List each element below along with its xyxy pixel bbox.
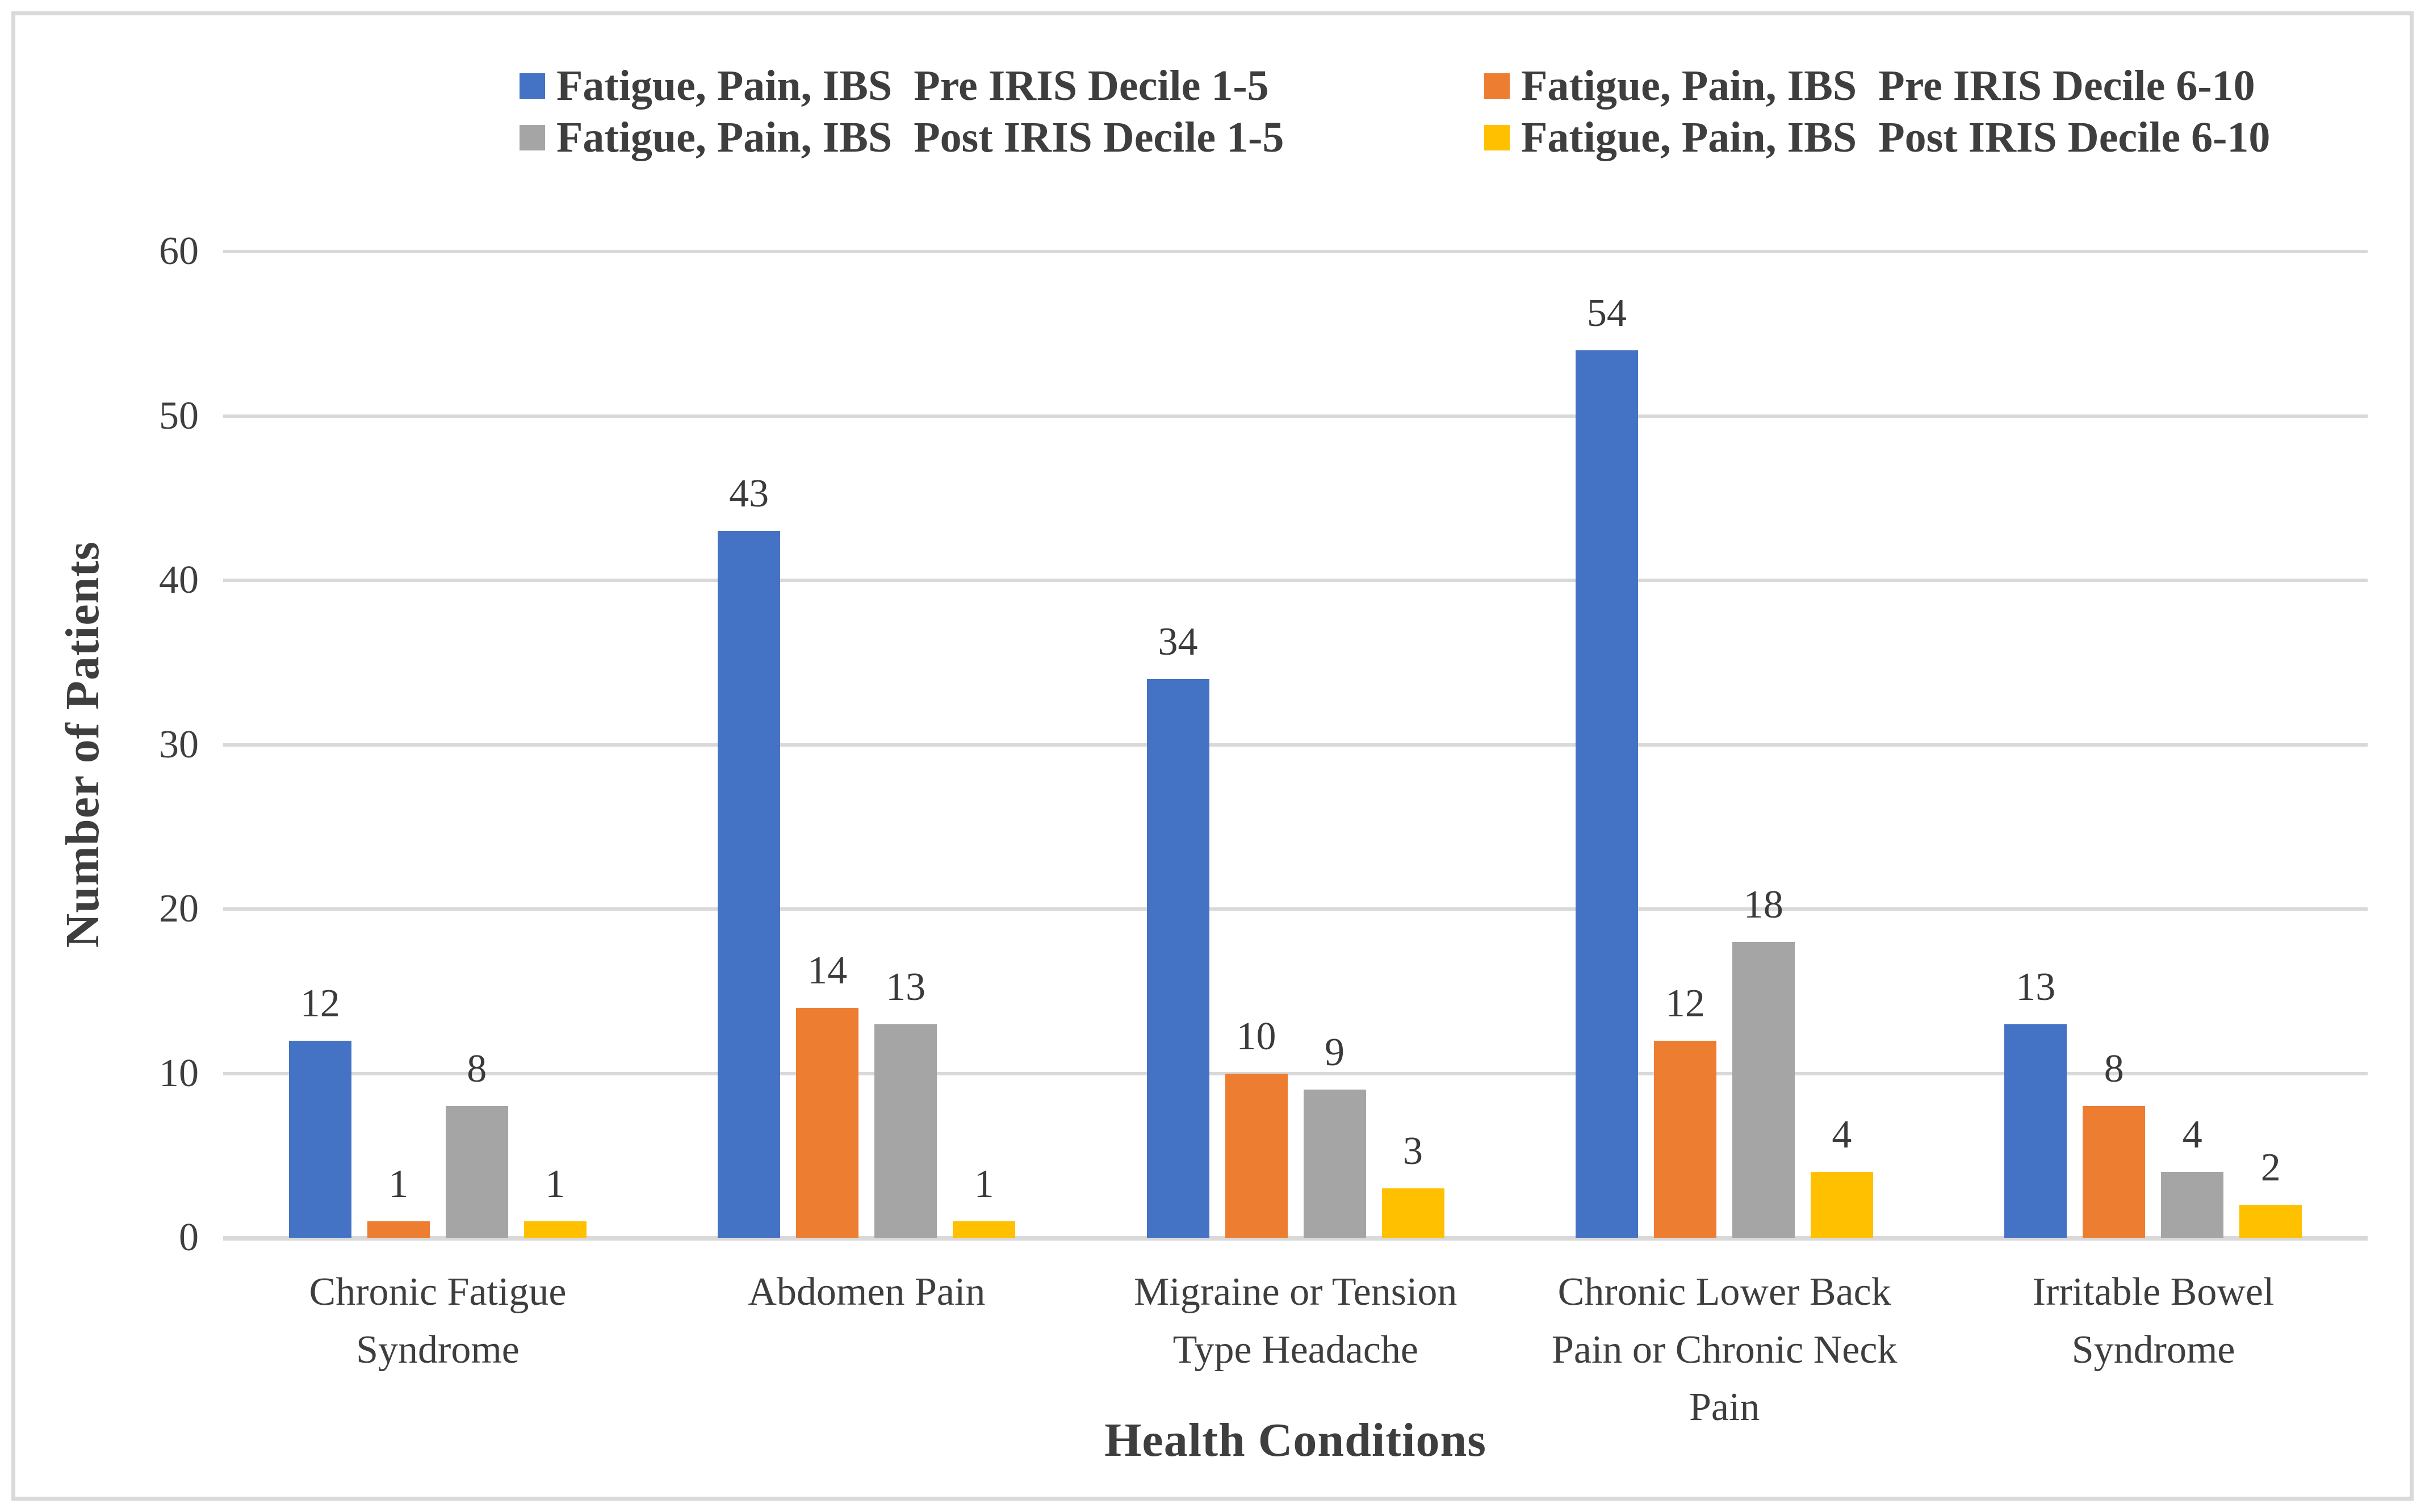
bar-value-label: 18 bbox=[1743, 882, 1783, 927]
gridline-y30 bbox=[223, 743, 2368, 747]
y-tick-label: 0 bbox=[179, 1216, 199, 1259]
bar-value-label: 13 bbox=[886, 965, 926, 1009]
bar-series4-cat2 bbox=[953, 1221, 1016, 1238]
gridline-y20 bbox=[223, 907, 2368, 911]
bar-value-label: 8 bbox=[2104, 1047, 2124, 1091]
legend-label: Fatigue, Pain, IBS Pre IRIS Decile 6-10 bbox=[1521, 62, 2255, 110]
bar-value-label: 8 bbox=[467, 1047, 487, 1091]
y-tick-label: 20 bbox=[159, 887, 199, 931]
bar-value-label: 13 bbox=[2016, 965, 2056, 1009]
y-tick-label: 30 bbox=[159, 722, 199, 767]
legend-swatch-icon bbox=[520, 124, 545, 150]
legend-label: Fatigue, Pain, IBS Pre IRIS Decile 1-5 bbox=[556, 62, 1269, 110]
bar-value-label: 12 bbox=[1665, 981, 1705, 1025]
bar-value-label: 14 bbox=[807, 948, 848, 992]
bar-series2-cat2 bbox=[796, 1007, 859, 1238]
x-category-label: Chronic Fatigue Syndrome bbox=[309, 1270, 567, 1372]
x-category-label: Irritable Bowel Syndrome bbox=[2032, 1270, 2275, 1372]
y-tick-label: 50 bbox=[159, 393, 199, 438]
bar-series4-cat1 bbox=[523, 1221, 587, 1238]
legend-label: Fatigue, Pain, IBS Post IRIS Decile 6-10 bbox=[1521, 114, 2271, 161]
gridline-y0 bbox=[223, 1236, 2368, 1241]
legend-swatch-icon bbox=[1484, 124, 1510, 150]
bar-value-label: 2 bbox=[2260, 1146, 2281, 1190]
legend-item-series3: Fatigue, Pain, IBS Post IRIS Decile 1-5 bbox=[520, 111, 1284, 164]
bar-value-label: 12 bbox=[300, 981, 340, 1025]
legend-item-series1: Fatigue, Pain, IBS Pre IRIS Decile 1-5 bbox=[520, 60, 1269, 112]
gridline-y60 bbox=[223, 250, 2368, 253]
bar-value-label: 43 bbox=[729, 472, 769, 516]
y-tick-label: 60 bbox=[159, 229, 199, 273]
bar-value-label: 10 bbox=[1236, 1014, 1276, 1058]
bar-series2-cat3 bbox=[1225, 1073, 1288, 1238]
bar-series3-cat3 bbox=[1303, 1090, 1366, 1238]
bar-value-label: 3 bbox=[1403, 1129, 1423, 1174]
bar-series1-cat1 bbox=[288, 1040, 351, 1238]
bar-series4-cat4 bbox=[1810, 1172, 1873, 1238]
bar-series3-cat5 bbox=[2161, 1172, 2224, 1238]
bar-value-label: 1 bbox=[974, 1162, 994, 1207]
bar-series2-cat4 bbox=[1653, 1040, 1716, 1238]
bar-value-label: 1 bbox=[388, 1162, 409, 1207]
gridline-y10 bbox=[223, 1071, 2368, 1075]
bar-value-label: 9 bbox=[1325, 1031, 1345, 1075]
bar-series2-cat5 bbox=[2083, 1106, 2146, 1238]
bar-series3-cat2 bbox=[874, 1024, 937, 1238]
x-axis-title: Health Conditions bbox=[1104, 1414, 1486, 1467]
bar-series1-cat5 bbox=[2004, 1024, 2067, 1238]
bar-series2-cat1 bbox=[367, 1221, 430, 1238]
bar-value-label: 34 bbox=[1158, 619, 1198, 664]
legend-item-series2: Fatigue, Pain, IBS Pre IRIS Decile 6-10 bbox=[1484, 60, 2255, 112]
bar-value-label: 4 bbox=[1832, 1113, 1852, 1157]
x-category-label: Abdomen Pain bbox=[748, 1270, 986, 1314]
legend-swatch-icon bbox=[1484, 73, 1510, 99]
legend-item-series4: Fatigue, Pain, IBS Post IRIS Decile 6-10 bbox=[1484, 111, 2270, 164]
bar-series1-cat2 bbox=[718, 531, 781, 1238]
y-tick-label: 10 bbox=[159, 1051, 199, 1095]
gridline-y50 bbox=[223, 414, 2368, 418]
legend-label: Fatigue, Pain, IBS Post IRIS Decile 1-5 bbox=[556, 114, 1284, 161]
bar-series1-cat4 bbox=[1575, 350, 1638, 1238]
bar-value-label: 54 bbox=[1586, 291, 1627, 335]
bar-series3-cat1 bbox=[445, 1106, 508, 1238]
y-tick-label: 40 bbox=[159, 558, 199, 602]
bar-series3-cat4 bbox=[1732, 941, 1795, 1238]
legend-swatch-icon bbox=[520, 73, 545, 99]
x-category-label: Migraine or Tension Type Headache bbox=[1134, 1270, 1457, 1372]
chart-outer-border bbox=[11, 11, 2414, 1501]
bar-series4-cat5 bbox=[2239, 1205, 2302, 1238]
bar-value-label: 4 bbox=[2182, 1113, 2202, 1157]
bar-value-label: 1 bbox=[545, 1162, 566, 1207]
bar-series4-cat3 bbox=[1381, 1188, 1444, 1238]
plot-area: 12 1 8 1 43 14 13 1 34 10 9 3 54 12 18 4 13 8 4 2 bbox=[223, 250, 2368, 1241]
bar-series1-cat3 bbox=[1146, 678, 1209, 1238]
x-category-label: Chronic Lower Back Pain or Chronic Neck … bbox=[1551, 1270, 1898, 1429]
gridline-y40 bbox=[223, 579, 2368, 582]
